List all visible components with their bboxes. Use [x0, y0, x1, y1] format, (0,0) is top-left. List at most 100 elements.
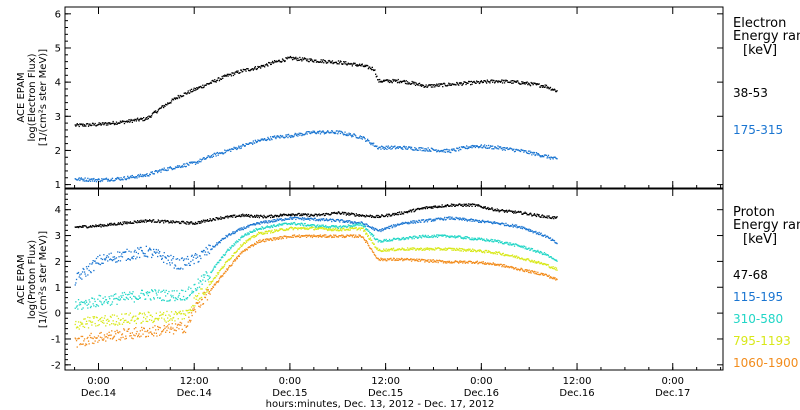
- data-point: [526, 229, 528, 231]
- data-point: [402, 258, 405, 261]
- data-point: [307, 228, 309, 231]
- data-point: [550, 256, 552, 258]
- data-point: [75, 125, 77, 127]
- data-point: [348, 63, 350, 65]
- data-point: [141, 118, 143, 120]
- data-point: [290, 222, 292, 224]
- data-point: [220, 78, 223, 80]
- data-point: [314, 213, 316, 215]
- data-point: [297, 217, 300, 219]
- data-point: [521, 82, 524, 85]
- data-point: [422, 149, 425, 151]
- data-point: [146, 118, 148, 120]
- data-point: [254, 230, 256, 232]
- data-point: [519, 150, 522, 153]
- data-point: [125, 296, 127, 299]
- data-point: [102, 224, 104, 226]
- data-point: [320, 226, 322, 228]
- data-point: [258, 217, 260, 219]
- data-point: [318, 218, 320, 220]
- data-point: [351, 234, 353, 236]
- data-point: [461, 219, 463, 221]
- data-point: [418, 258, 420, 260]
- data-point: [347, 213, 349, 215]
- data-point: [489, 82, 491, 84]
- data-point: [385, 79, 387, 81]
- data-point: [188, 221, 190, 224]
- data-point: [459, 260, 461, 262]
- data-point: [530, 230, 532, 232]
- data-point: [293, 221, 296, 224]
- data-point: [158, 326, 160, 328]
- data-point: [85, 180, 87, 182]
- data-point: [458, 261, 460, 263]
- data-point: [210, 248, 213, 250]
- data-point: [391, 147, 393, 150]
- data-point: [96, 124, 98, 126]
- data-point: [199, 221, 201, 223]
- data-point: [511, 148, 513, 150]
- data-point: [115, 224, 117, 226]
- data-point: [400, 223, 402, 225]
- data-point: [287, 57, 290, 59]
- data-point: [277, 224, 279, 226]
- data-point: [528, 83, 530, 85]
- data-point: [513, 243, 515, 246]
- data-point: [89, 336, 92, 339]
- data-point: [539, 155, 541, 157]
- data-point: [81, 123, 83, 125]
- data-point: [113, 336, 115, 338]
- data-point: [359, 227, 361, 229]
- data-point: [101, 316, 103, 319]
- data-point: [485, 249, 487, 252]
- data-point: [165, 104, 167, 106]
- data-point: [309, 214, 312, 216]
- data-point: [406, 249, 408, 251]
- data-point: [113, 293, 116, 296]
- data-point: [219, 242, 221, 244]
- data-point: [149, 298, 151, 300]
- data-point: [197, 278, 199, 280]
- data-point: [484, 252, 486, 254]
- data-point: [523, 245, 526, 248]
- data-point: [400, 213, 402, 215]
- data-point: [420, 208, 422, 210]
- data-point: [445, 249, 447, 251]
- data-point: [277, 60, 279, 63]
- data-point: [145, 117, 147, 119]
- data-point: [87, 327, 90, 329]
- data-point: [182, 95, 185, 97]
- data-point: [371, 233, 373, 236]
- data-point: [404, 146, 406, 148]
- data-point: [382, 250, 384, 252]
- data-point: [383, 248, 385, 250]
- data-point: [75, 338, 77, 340]
- data-point: [435, 149, 437, 151]
- data-point: [341, 219, 344, 221]
- data-point: [264, 238, 266, 240]
- data-point: [119, 260, 122, 262]
- data-point: [143, 119, 145, 122]
- data-point: [291, 136, 293, 138]
- data-point: [171, 290, 173, 292]
- data-point: [498, 223, 500, 225]
- data-point: [182, 313, 185, 315]
- data-point: [336, 213, 338, 215]
- data-point: [472, 146, 474, 148]
- data-point: [545, 154, 547, 156]
- data-point: [138, 248, 140, 250]
- data-point: [329, 228, 331, 230]
- data-point: [396, 249, 398, 251]
- data-point: [279, 60, 282, 63]
- data-point: [350, 225, 352, 227]
- data-point: [415, 147, 417, 150]
- data-point: [456, 247, 458, 250]
- data-point: [214, 266, 217, 268]
- data-point: [402, 213, 405, 215]
- data-point: [361, 214, 363, 216]
- data-point: [301, 57, 304, 59]
- data-point: [543, 156, 545, 158]
- data-point: [139, 297, 141, 299]
- data-point: [293, 215, 296, 217]
- data-point: [398, 82, 401, 84]
